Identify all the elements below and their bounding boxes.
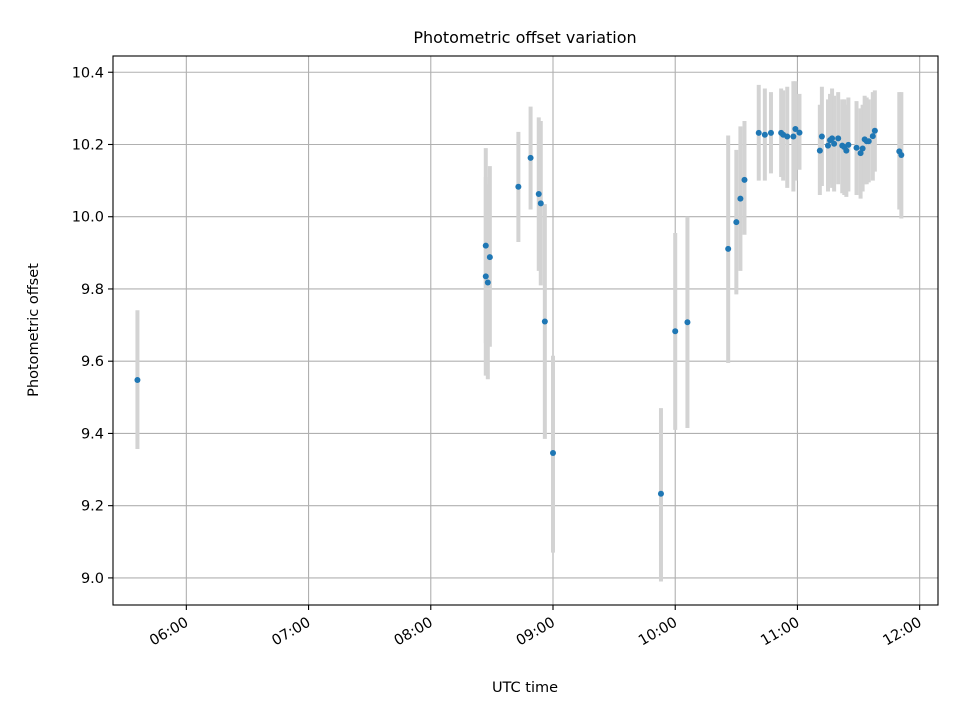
data-point [482,273,489,280]
data-point [535,190,542,197]
data-point [672,328,679,335]
data-point [845,141,852,148]
data-point [733,219,740,226]
y-tick-label: 10.0 [72,210,104,226]
data-point [486,254,493,261]
data-point [843,147,850,154]
data-point [859,145,866,152]
data-point [134,376,141,383]
data-point [816,147,823,154]
data-point [755,129,762,136]
data-point [527,154,534,161]
data-point [825,142,831,149]
y-tick-label: 9.2 [81,499,104,515]
data-point [657,490,664,497]
data-point [829,135,836,142]
data-point [761,131,768,138]
y-tick-label: 9.4 [81,426,104,442]
y-tick-label: 9.8 [81,282,104,298]
y-tick-label: 9.6 [81,354,104,370]
data-point [790,133,797,140]
data-point [831,140,838,147]
data-point [784,133,791,140]
data-point [857,150,864,157]
y-axis-label: Photometric offset [26,263,42,397]
data-point [853,144,860,151]
data-point [865,138,872,145]
plot-area-frame [112,55,939,606]
y-tick-label: 10.2 [72,137,104,153]
data-point [515,183,522,190]
data-point [818,133,825,140]
data-points [134,125,905,497]
data-point [835,135,842,142]
data-point [741,176,748,183]
data-point [484,279,491,286]
data-point [725,245,732,252]
data-point [796,129,803,136]
data-point [792,125,799,132]
y-tick-label: 9.0 [81,571,104,587]
data-point [482,242,489,249]
data-point [869,133,876,140]
data-point [767,129,774,136]
data-point [737,195,744,202]
data-point [871,127,878,134]
data-point [684,319,691,326]
data-point [898,151,905,158]
data-point [537,200,544,207]
data-point [541,318,548,325]
data-point [550,449,556,456]
y-tick-label: 10.4 [72,65,104,81]
x-axis-label: UTC time [492,680,558,696]
chart-title: Photometric offset variation [413,28,636,47]
